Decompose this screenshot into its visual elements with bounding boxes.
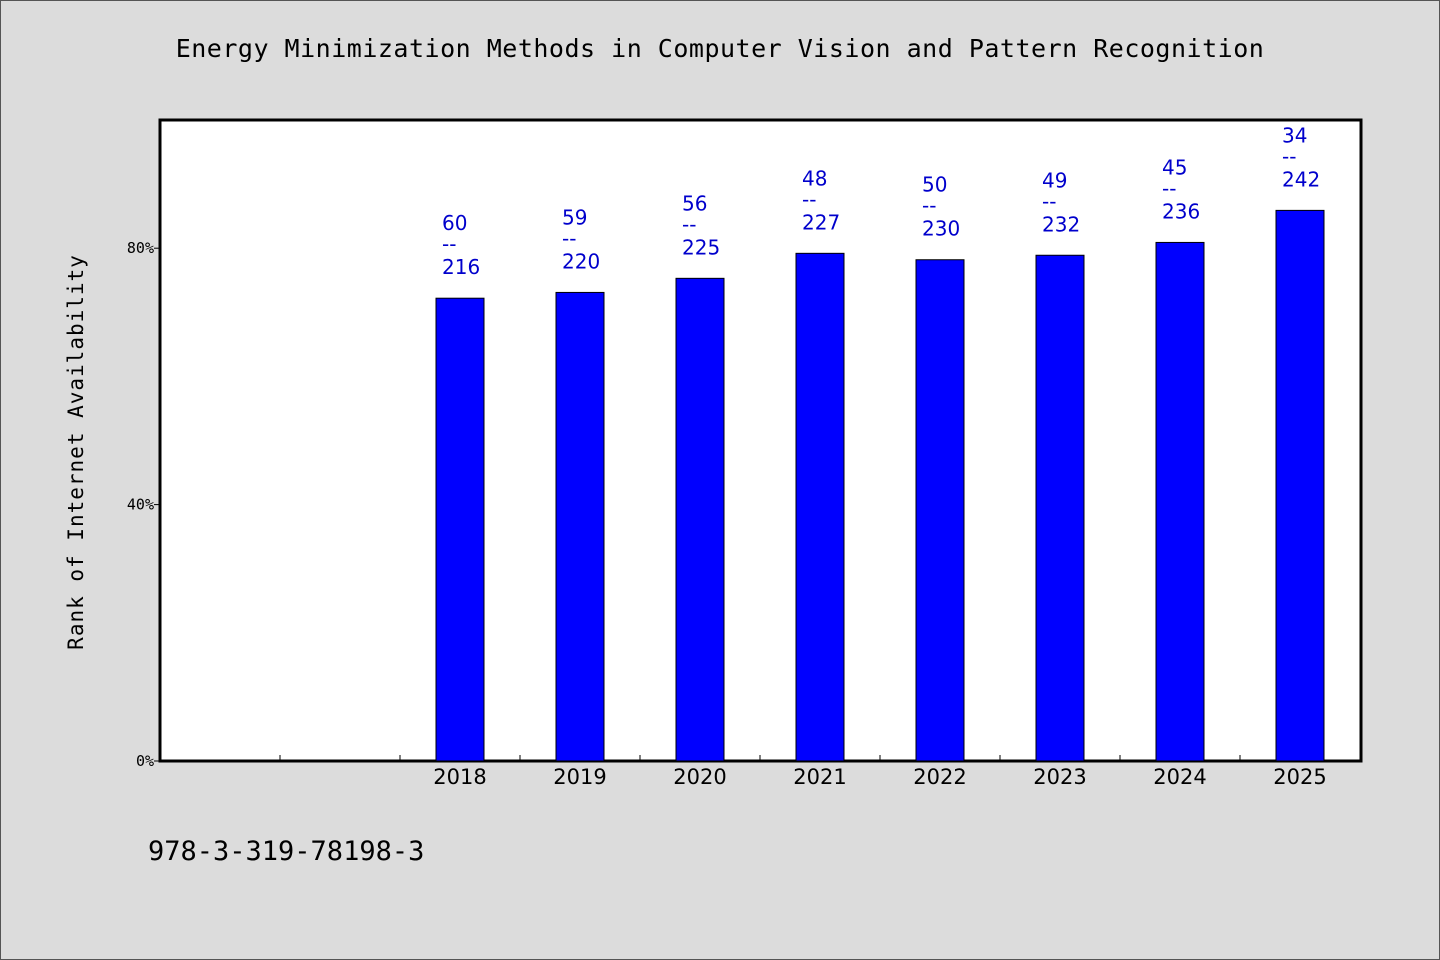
x-tick-label-2022: 2022: [913, 765, 966, 789]
data-label-top-2023: 49: [1042, 168, 1067, 192]
bar-2023: [1035, 254, 1085, 762]
data-label-top-2018: 60: [442, 211, 467, 235]
data-label-top-2022: 50: [922, 173, 947, 197]
data-label-sep-2021: --: [802, 187, 816, 211]
x-tick-label-2024: 2024: [1153, 765, 1206, 789]
x-tick-label-2018: 2018: [433, 765, 486, 789]
axis-ticks: 0% 40% 80%: [127, 239, 1241, 770]
data-label-top-2019: 59: [562, 205, 587, 229]
data-label-sep-2020: --: [682, 212, 696, 236]
data-label-sep-2024: --: [1162, 176, 1176, 200]
bar-2021: [795, 252, 845, 762]
data-label-bottom-2025: 242: [1282, 167, 1320, 191]
y-tick-label: 40%: [127, 496, 154, 514]
bar-2025: [1275, 209, 1325, 762]
x-tick-label-2019: 2019: [553, 765, 606, 789]
bar-2019: [555, 291, 605, 762]
data-label-sep-2022: --: [922, 194, 936, 218]
data-label-bottom-2024: 236: [1162, 199, 1200, 223]
x-tick-label-2025: 2025: [1273, 765, 1326, 789]
y-tick-label: 80%: [127, 239, 154, 257]
data-label-bottom-2023: 232: [1042, 212, 1080, 236]
data-label-bottom-2022: 230: [922, 217, 960, 241]
data-label-sep-2025: --: [1282, 144, 1296, 168]
data-label-sep-2019: --: [562, 226, 576, 250]
x-tick-label-2021: 2021: [793, 765, 846, 789]
bar-2024: [1155, 241, 1205, 762]
bars: [435, 209, 1325, 762]
x-tick-label-2023: 2023: [1033, 765, 1086, 789]
bar-2018: [435, 297, 485, 762]
data-label-top-2021: 48: [802, 166, 827, 190]
data-label-top-2024: 45: [1162, 155, 1187, 179]
data-label-top-2020: 56: [682, 191, 707, 215]
data-label-bottom-2021: 227: [802, 210, 840, 234]
data-label-bottom-2019: 220: [562, 249, 600, 273]
data-label-sep-2023: --: [1042, 189, 1056, 213]
bar-2022: [915, 259, 965, 762]
bar-2020: [675, 277, 725, 762]
y-tick-label: 0%: [136, 752, 154, 770]
data-labels: 201860--216201959--220202056--225202148-…: [433, 123, 1326, 789]
data-label-bottom-2018: 216: [442, 255, 480, 279]
chart-title: Energy Minimization Methods in Computer …: [175, 34, 1265, 63]
x-tick-label-2020: 2020: [673, 765, 726, 789]
data-label-top-2025: 34: [1282, 123, 1307, 147]
footer-code: 978-3-319-78198-3: [148, 836, 425, 867]
data-label-sep-2018: --: [442, 232, 456, 256]
data-label-bottom-2020: 225: [682, 235, 720, 259]
